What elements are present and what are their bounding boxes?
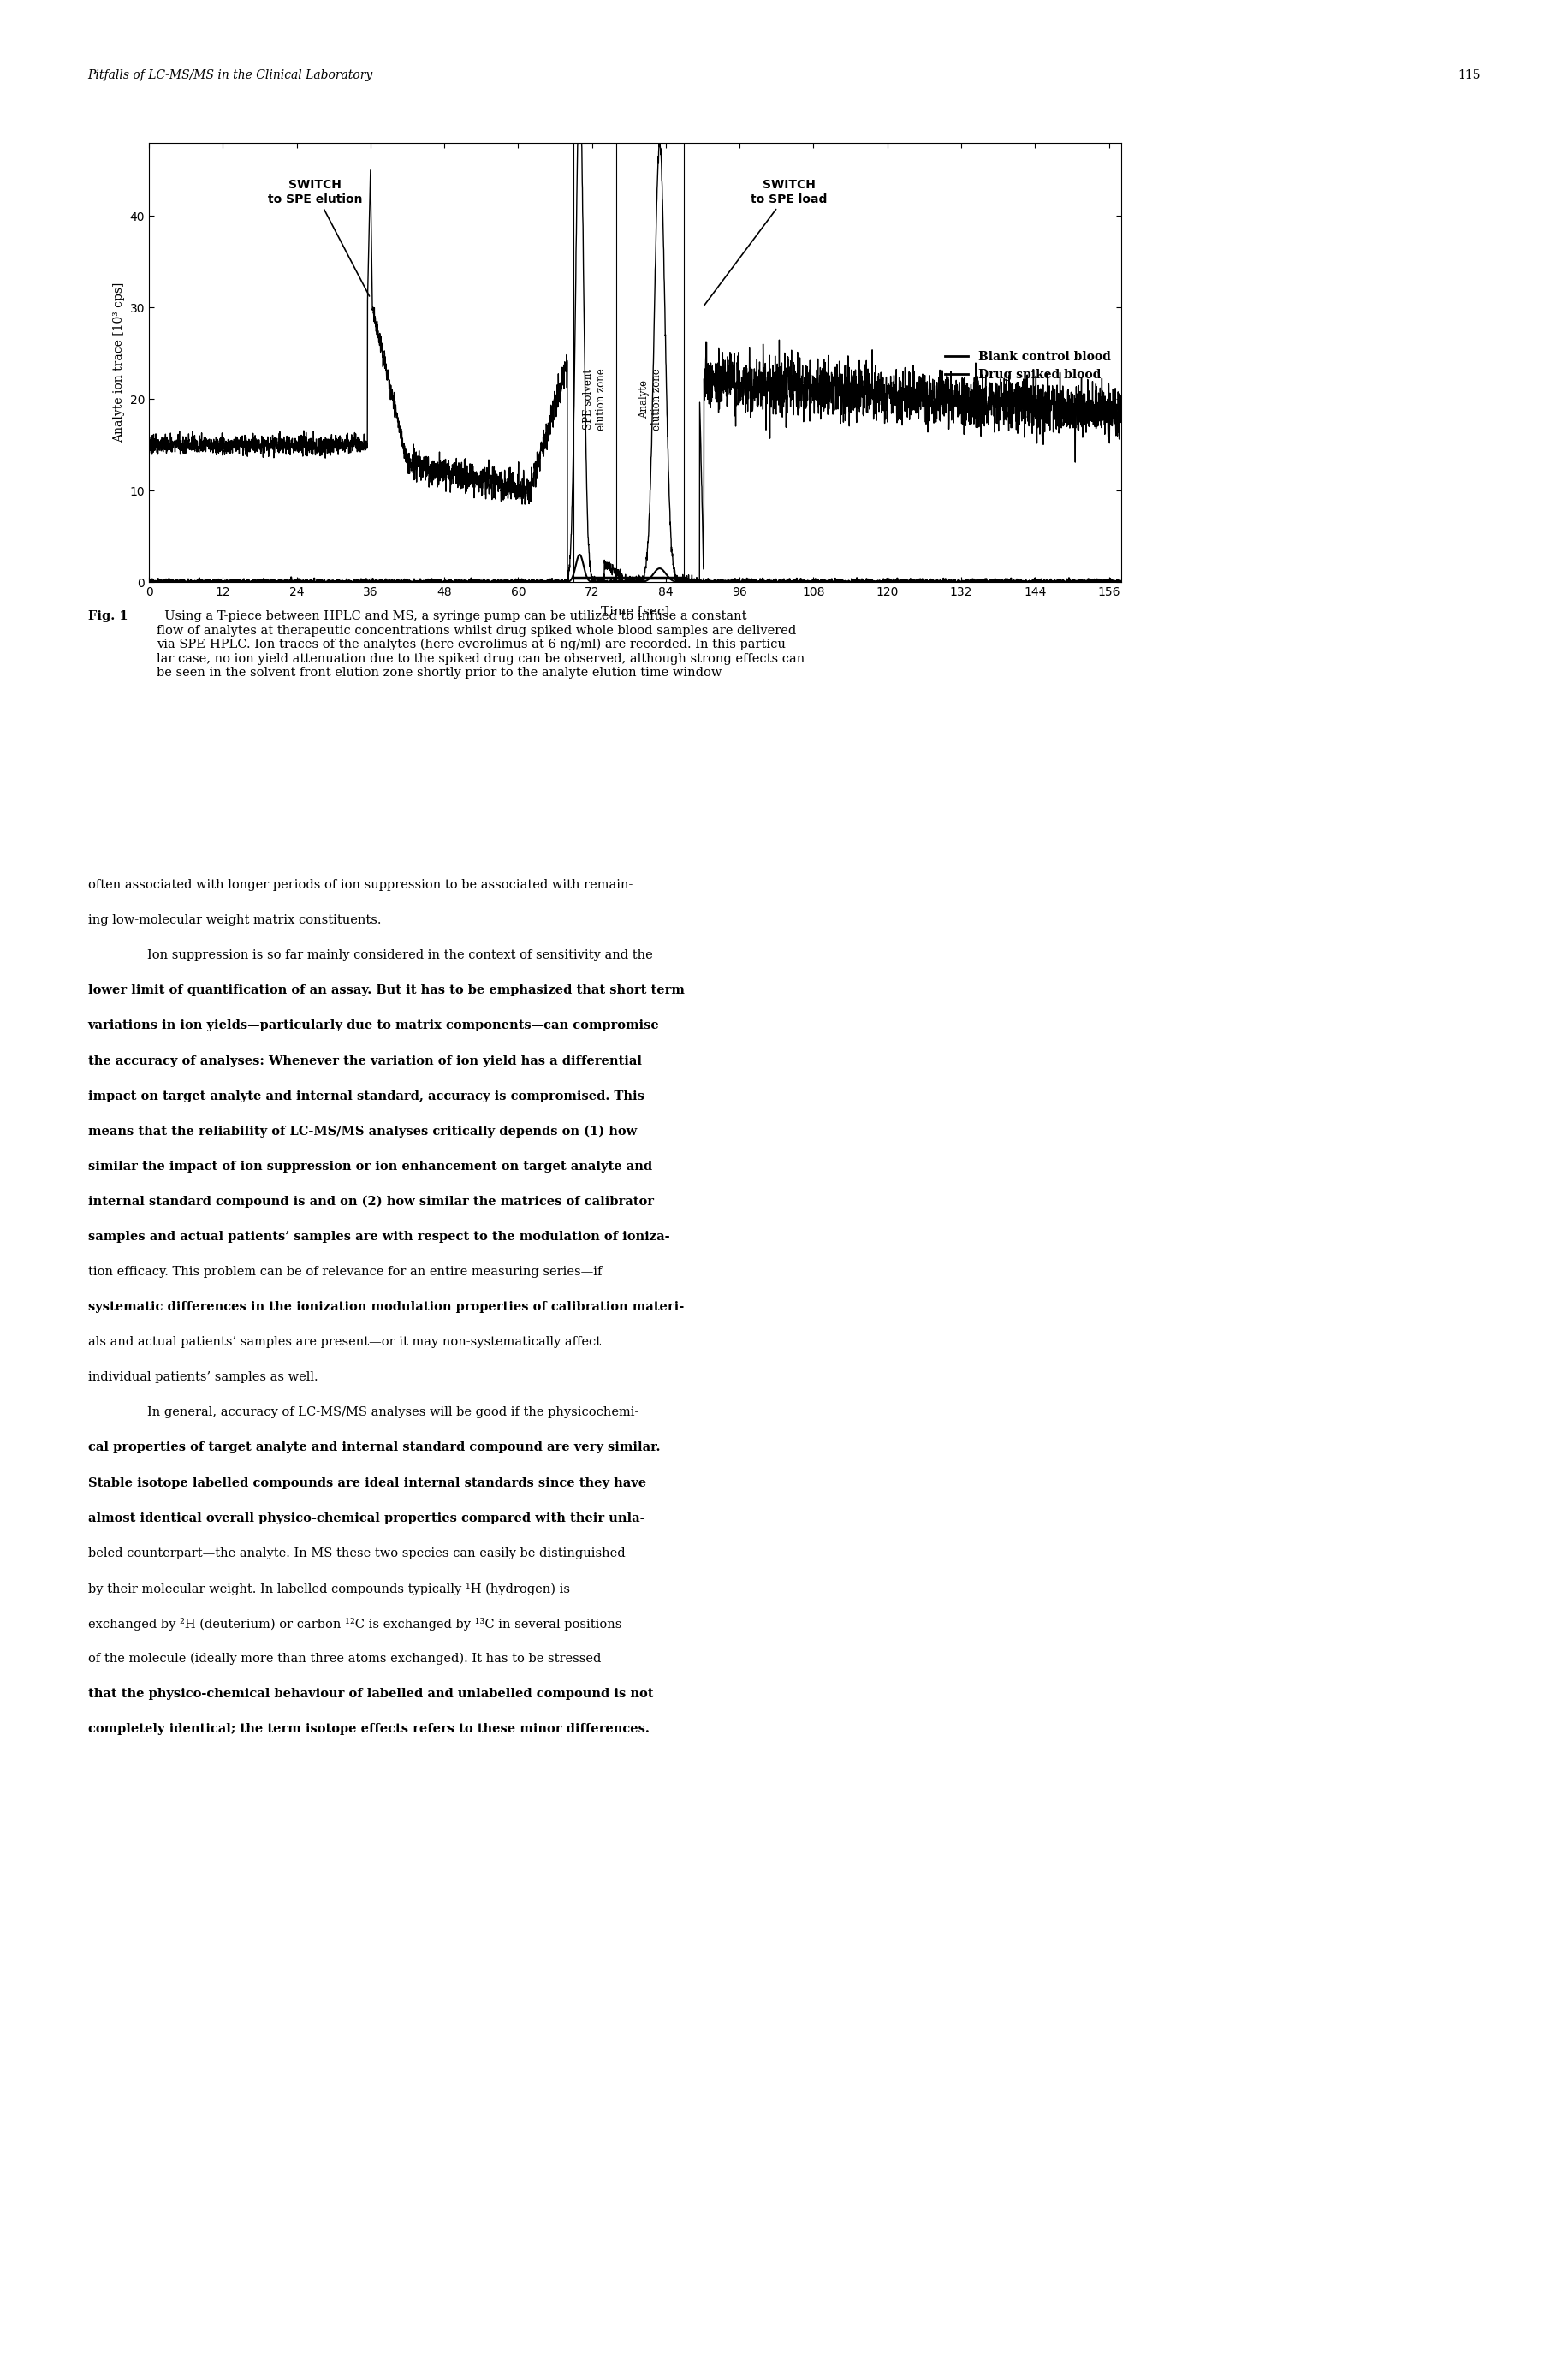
Text: Ion suppression is so far mainly considered in the context of sensitivity and th: Ion suppression is so far mainly conside… xyxy=(147,950,652,962)
Text: internal standard compound is and on (2) how similar the matrices of calibrator: internal standard compound is and on (2)… xyxy=(88,1195,654,1207)
Text: of the molecule (ideally more than three atoms exchanged). It has to be stressed: of the molecule (ideally more than three… xyxy=(88,1654,601,1666)
Text: samples and actual patients’ samples are with respect to the modulation of ioniz: samples and actual patients’ samples are… xyxy=(88,1231,670,1243)
Text: similar the impact of ion suppression or ion enhancement on target analyte and: similar the impact of ion suppression or… xyxy=(88,1159,652,1171)
Text: SPE solvent
elution zone: SPE solvent elution zone xyxy=(583,368,607,430)
Text: completely identical; the term isotope effects refers to these minor differences: completely identical; the term isotope e… xyxy=(88,1723,649,1734)
Text: lower limit of quantification of an assay. But it has to be emphasized that shor: lower limit of quantification of an assa… xyxy=(88,984,684,996)
Text: exchanged by ²H (deuterium) or carbon ¹²C is exchanged by ¹³C in several positio: exchanged by ²H (deuterium) or carbon ¹²… xyxy=(88,1618,621,1630)
Text: variations in ion yields—particularly due to matrix components—can compromise: variations in ion yields—particularly du… xyxy=(88,1019,659,1031)
Text: that the physico-chemical behaviour of labelled and unlabelled compound is not: that the physico-chemical behaviour of l… xyxy=(88,1687,654,1699)
Text: Using a T-piece between HPLC and MS, a syringe pump can be utilized to infuse a : Using a T-piece between HPLC and MS, a s… xyxy=(157,611,804,680)
Text: Pitfalls of LC-MS/MS in the Clinical Laboratory: Pitfalls of LC-MS/MS in the Clinical Lab… xyxy=(88,69,373,81)
Text: SWITCH
to SPE load: SWITCH to SPE load xyxy=(704,178,826,307)
Text: SWITCH
to SPE elution: SWITCH to SPE elution xyxy=(268,178,370,297)
Text: ing low-molecular weight matrix constituents.: ing low-molecular weight matrix constitu… xyxy=(88,915,381,927)
Text: Stable isotope labelled compounds are ideal internal standards since they have: Stable isotope labelled compounds are id… xyxy=(88,1478,646,1490)
Text: the accuracy of analyses: Whenever the variation of ion yield has a differential: the accuracy of analyses: Whenever the v… xyxy=(88,1055,641,1067)
Y-axis label: Analyte ion trace [10³ cps]: Analyte ion trace [10³ cps] xyxy=(113,283,125,442)
Text: als and actual patients’ samples are present—or it may non-systematically affect: als and actual patients’ samples are pre… xyxy=(88,1335,601,1347)
Text: often associated with longer periods of ion suppression to be associated with re: often associated with longer periods of … xyxy=(88,879,632,891)
Text: tion efficacy. This problem can be of relevance for an entire measuring series—i: tion efficacy. This problem can be of re… xyxy=(88,1266,602,1278)
Text: by their molecular weight. In labelled compounds typically ¹H (hydrogen) is: by their molecular weight. In labelled c… xyxy=(88,1582,569,1594)
Text: individual patients’ samples as well.: individual patients’ samples as well. xyxy=(88,1371,318,1383)
Text: cal properties of target analyte and internal standard compound are very similar: cal properties of target analyte and int… xyxy=(88,1442,660,1454)
X-axis label: Time [sec]: Time [sec] xyxy=(601,606,670,618)
Text: beled counterpart—the analyte. In MS these two species can easily be distinguish: beled counterpart—the analyte. In MS the… xyxy=(88,1547,626,1559)
Text: impact on target analyte and internal standard, accuracy is compromised. This: impact on target analyte and internal st… xyxy=(88,1091,644,1102)
Text: 115: 115 xyxy=(1458,69,1480,81)
Text: systematic differences in the ionization modulation properties of calibration ma: systematic differences in the ionization… xyxy=(88,1302,684,1314)
Text: almost identical overall physico-chemical properties compared with their unla-: almost identical overall physico-chemica… xyxy=(88,1511,644,1523)
Text: In general, accuracy of LC-MS/MS analyses will be good if the physicochemi-: In general, accuracy of LC-MS/MS analyse… xyxy=(147,1407,640,1418)
Text: Analyte
elution zone: Analyte elution zone xyxy=(638,368,662,430)
Text: Fig. 1: Fig. 1 xyxy=(88,611,127,623)
Legend: Blank control blood, Drug spiked blood: Blank control blood, Drug spiked blood xyxy=(939,347,1115,385)
Text: means that the reliability of LC-MS/MS analyses critically depends on (1) how: means that the reliability of LC-MS/MS a… xyxy=(88,1126,637,1138)
